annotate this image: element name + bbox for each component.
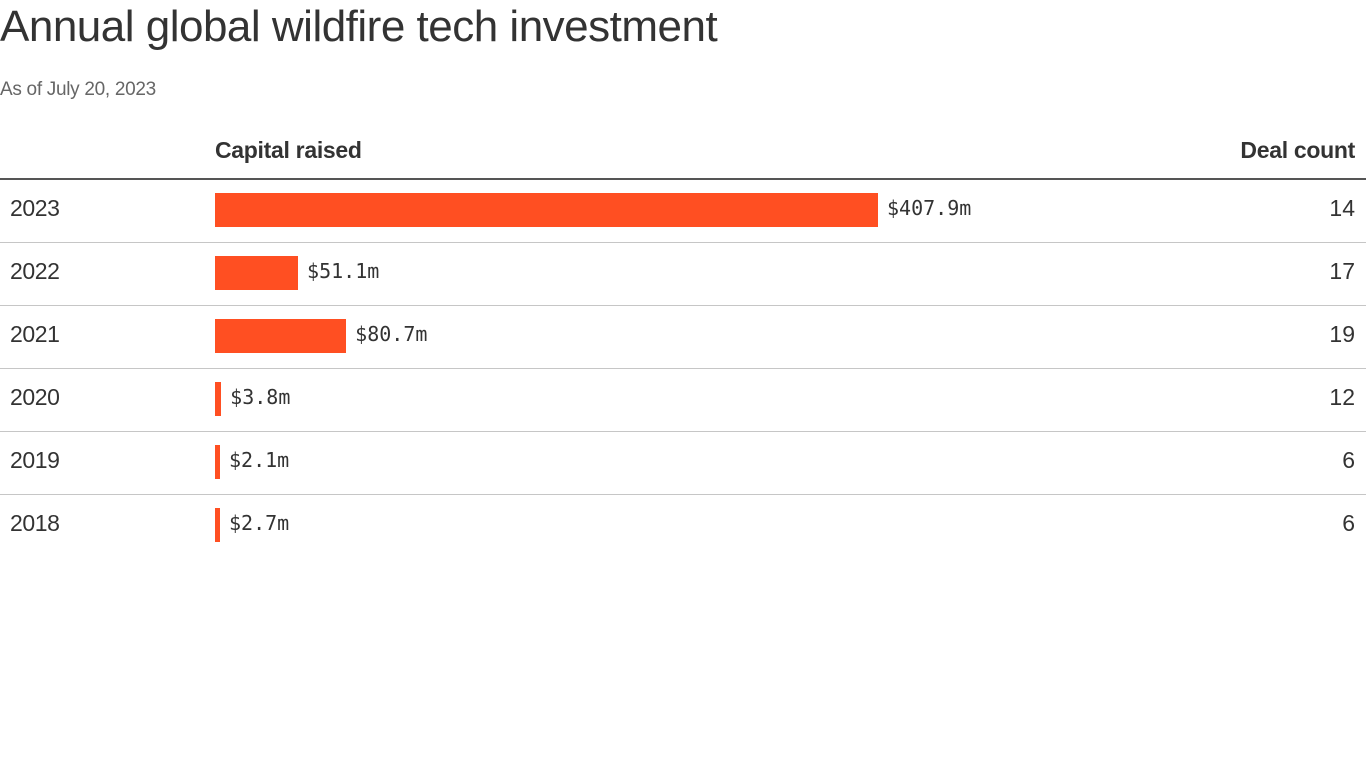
deal-count: 12 <box>1329 384 1355 410</box>
capital-bar <box>215 445 220 479</box>
capital-bar <box>215 382 222 416</box>
table-row: 2020 $3.8m 12 <box>0 369 1366 432</box>
chart-rows: 2023 $407.9m 14 2022 $51.1m 17 2021 $80.… <box>0 180 1366 557</box>
capital-bar <box>215 508 220 542</box>
bar-value-label: $2.1m <box>229 448 290 472</box>
deal-count: 14 <box>1329 195 1355 221</box>
table-row: 2018 $2.7m 6 <box>0 495 1366 557</box>
year-label: 2020 <box>10 384 60 410</box>
capital-bar <box>215 193 878 227</box>
table-row: 2022 $51.1m 17 <box>0 243 1366 306</box>
capital-bar <box>215 256 299 290</box>
bar-value-label: $51.1m <box>307 259 380 283</box>
year-label: 2021 <box>10 321 60 347</box>
bar-value-label: $2.7m <box>229 511 290 535</box>
bar-value-label: $407.9m <box>887 196 972 220</box>
column-header-capital-raised: Capital raised <box>215 137 362 163</box>
table-row: 2023 $407.9m 14 <box>0 180 1366 243</box>
table-row: 2021 $80.7m 19 <box>0 306 1366 369</box>
deal-count: 6 <box>1342 447 1355 473</box>
year-label: 2022 <box>10 258 60 284</box>
year-label: 2023 <box>10 195 60 221</box>
bar-value-label: $3.8m <box>230 385 291 409</box>
deal-count: 19 <box>1329 321 1355 347</box>
column-header-deal-count: Deal count <box>1240 137 1355 163</box>
header-divider <box>0 178 1366 180</box>
year-label: 2018 <box>10 510 60 536</box>
deal-count: 6 <box>1342 510 1355 536</box>
chart-subtitle: As of July 20, 2023 <box>0 79 156 100</box>
deal-count: 17 <box>1329 258 1355 284</box>
bar-value-label: $80.7m <box>355 322 428 346</box>
year-label: 2019 <box>10 447 60 473</box>
table-row: 2019 $2.1m 6 <box>0 432 1366 495</box>
capital-bar <box>215 319 347 353</box>
chart-title: Annual global wildfire tech investment <box>0 2 718 51</box>
